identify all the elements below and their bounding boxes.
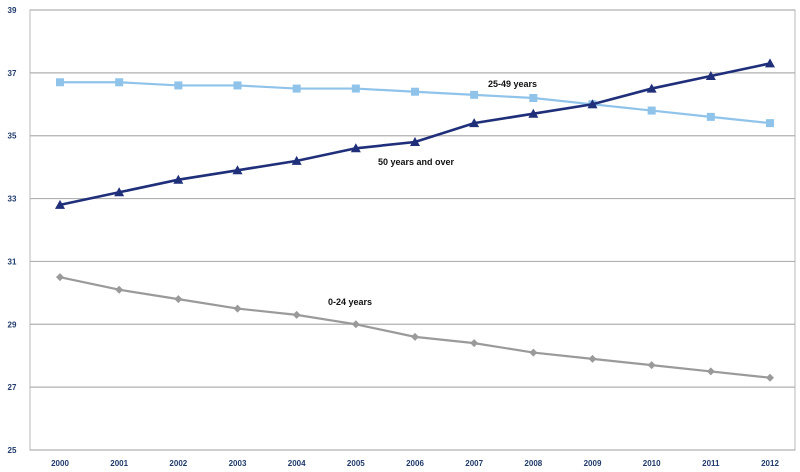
x-tick-label: 2011 xyxy=(702,459,720,468)
data-point xyxy=(351,320,360,329)
data-point xyxy=(350,143,361,153)
x-tick-label: 2009 xyxy=(584,459,602,468)
gridlines xyxy=(29,9,796,451)
data-point xyxy=(56,78,64,87)
data-point xyxy=(469,118,480,128)
data-point xyxy=(766,373,774,382)
data-point xyxy=(173,174,184,184)
data-point xyxy=(411,332,419,341)
data-point xyxy=(115,78,124,87)
x-tick-label: 2003 xyxy=(229,459,247,468)
series-1 xyxy=(56,78,774,128)
x-axis: 2000 2001 2002 2003 2004 2005 2006 2007 2008 2009… xyxy=(51,459,779,468)
x-tick-label: 2006 xyxy=(406,459,424,468)
y-tick-label: 27 xyxy=(8,383,17,392)
data-point xyxy=(292,310,301,319)
data-point xyxy=(174,295,183,304)
series-labels: 25-49 years 50 years and over 0-24 years xyxy=(328,79,537,307)
y-tick-label: 29 xyxy=(8,320,17,329)
x-tick-label: 2012 xyxy=(761,459,779,468)
data-point xyxy=(529,348,538,357)
series-label: 50 years and over xyxy=(378,157,455,167)
data-point xyxy=(411,87,419,96)
data-point xyxy=(705,71,716,80)
y-tick-label: 39 xyxy=(8,6,17,15)
data-point xyxy=(351,84,360,93)
data-point xyxy=(174,81,183,90)
data-point xyxy=(646,83,657,93)
y-tick-label: 25 xyxy=(8,446,17,455)
data-point xyxy=(291,155,302,165)
series-label: 0-24 years xyxy=(328,297,372,307)
data-point xyxy=(232,165,243,175)
data-point xyxy=(470,90,479,99)
data-point xyxy=(765,58,775,68)
data-point xyxy=(587,99,598,109)
data-point xyxy=(766,119,774,128)
series-line xyxy=(59,276,771,379)
data-point xyxy=(56,273,64,282)
series-group xyxy=(55,58,775,382)
x-tick-label: 2001 xyxy=(110,459,128,468)
x-tick-label: 2005 xyxy=(347,459,365,468)
x-tick-label: 2002 xyxy=(169,459,187,468)
y-tick-label: 31 xyxy=(8,257,17,266)
data-point xyxy=(528,108,539,118)
data-point xyxy=(529,94,538,102)
y-tick-label: 37 xyxy=(8,69,17,78)
x-tick-label: 2007 xyxy=(465,459,483,468)
x-tick-label: 2010 xyxy=(643,459,661,468)
plot-area-frame xyxy=(29,9,796,451)
x-tick-label: 2004 xyxy=(288,459,306,468)
x-tick-label: 2000 xyxy=(51,459,69,468)
data-point xyxy=(647,106,656,115)
data-point xyxy=(470,339,479,348)
data-point xyxy=(647,361,656,370)
data-point xyxy=(233,304,242,313)
data-point xyxy=(706,112,715,121)
y-axis: 25 27 29 31 33 35 37 39 xyxy=(8,6,17,455)
series-2 xyxy=(55,58,775,209)
data-point xyxy=(706,367,715,376)
data-point xyxy=(115,285,124,294)
data-point xyxy=(233,81,242,90)
data-point xyxy=(292,84,301,93)
data-point xyxy=(114,187,125,197)
x-tick-label: 2008 xyxy=(524,459,542,468)
series-3 xyxy=(56,273,774,382)
data-point xyxy=(588,354,597,363)
data-point xyxy=(55,199,65,209)
y-tick-label: 33 xyxy=(8,195,17,204)
y-tick-label: 35 xyxy=(8,132,17,141)
data-point xyxy=(410,137,420,146)
series-label: 25-49 years xyxy=(488,79,537,89)
